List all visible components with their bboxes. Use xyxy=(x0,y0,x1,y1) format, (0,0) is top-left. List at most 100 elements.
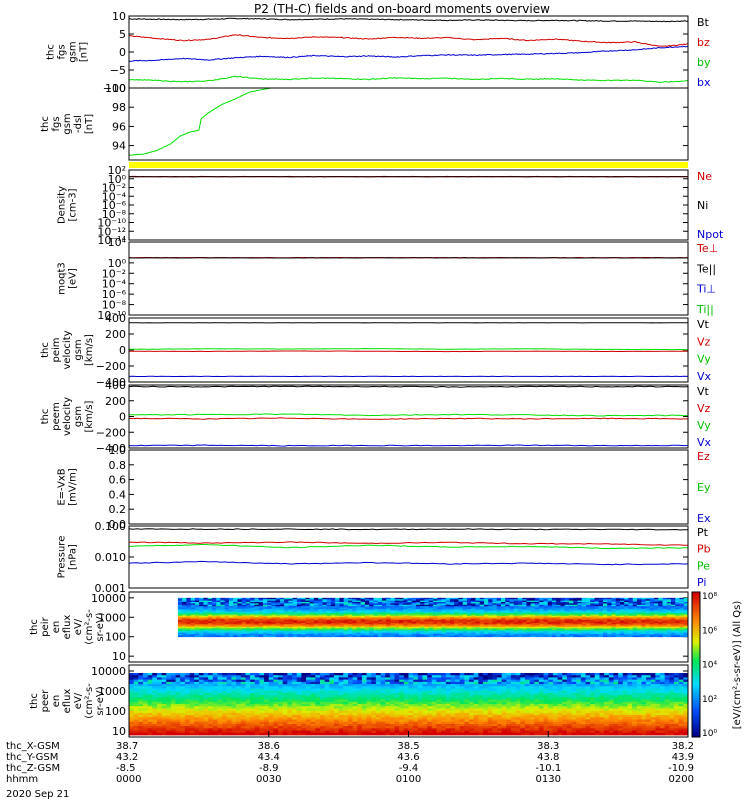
legend-temperature-2: Ti⊥ xyxy=(696,283,716,296)
ytick-label-fgs-1: 5 xyxy=(119,28,126,41)
legend-peim_vel-3: Vx xyxy=(697,370,712,383)
panel-frame-peem_vel xyxy=(128,384,689,449)
ytick-label-fgs_dsl-3: 94 xyxy=(112,140,126,153)
ylabel-density-1: [cm-3] xyxy=(68,188,79,221)
ylabel-peir-2: en xyxy=(51,621,62,634)
ytick-label-efield-1: 0.8 xyxy=(109,459,127,472)
ytick-label-peim_vel-1: 200 xyxy=(105,328,126,341)
xaxis-row-label-1: thc_Y-GSM xyxy=(6,752,58,763)
colorbar-tick-0: 10⁸ xyxy=(702,592,717,602)
xaxis-value-3-0: 0000 xyxy=(116,774,141,785)
ylabel-efield-1: [mV/m] xyxy=(68,468,79,506)
ytick-label-temperature-1: 10⁰ xyxy=(108,257,127,270)
xaxis-value-0-4: 38.2 xyxy=(672,741,694,752)
xaxis-value-2-2: -9.4 xyxy=(399,763,419,774)
ylabel-peer-1: peer xyxy=(40,689,51,713)
ytick-label-pressure-1: 0.010 xyxy=(95,551,127,564)
series-fgs_dsl-0 xyxy=(128,87,272,156)
ytick-label-density-4: 10⁻⁶ xyxy=(102,199,127,212)
legend-fgs-3: bx xyxy=(697,76,711,89)
legend-temperature-1: Te|| xyxy=(696,262,716,275)
panel-peir: 10000 1000 100 10 thc peir en eflux eV/(cm²-s-sr… xyxy=(29,591,689,663)
ylabel-fgs-3: [nT] xyxy=(79,42,90,62)
xaxis-value-0-0: 38.7 xyxy=(116,741,138,752)
legend-peem_vel-2: Vy xyxy=(697,419,711,432)
ylabel-temperature-1: [eV] xyxy=(68,268,79,289)
panel-frame-peim_vel xyxy=(128,317,689,383)
legend-efield-1: Ey xyxy=(697,481,711,494)
ytick-label-peer-3: 10 xyxy=(112,725,126,738)
colorbar: 10⁸ 10⁶ 10⁴ 10² 10⁰ [eV/(cm²-s-sr-eV)] (All Q… xyxy=(691,591,743,739)
series-peem_vel-2 xyxy=(128,417,688,420)
legend-peim_vel-1: Vz xyxy=(697,335,711,348)
xaxis-value-2-0: -8.5 xyxy=(116,763,136,774)
ylabel-density-0: Density xyxy=(57,186,68,224)
xaxis-value-0-2: 38.5 xyxy=(397,741,419,752)
legend-peem_vel-0: Vt xyxy=(697,385,710,398)
heatmap-peer xyxy=(129,673,689,736)
ylabel-peim_vel-4: [km/s] xyxy=(84,334,95,366)
ytick-label-peim_vel-4: −400 xyxy=(96,376,126,389)
ytick-label-peir-2: 100 xyxy=(105,631,126,644)
ytick-label-peer-1: 1000 xyxy=(98,685,126,698)
xaxis-row-label-3: hhmm xyxy=(6,774,38,785)
series-peim_vel-2 xyxy=(129,350,689,353)
colorbar-tick-3: 10² xyxy=(702,695,717,705)
panel-frame-pressure xyxy=(128,525,689,589)
colorbar-tick-1: 10⁶ xyxy=(702,626,717,636)
ytick-label-temperature-0: 10⁴ xyxy=(108,236,127,249)
panel-peem_vel: 400 200 0 −200 −400 thc peem velocity gsm [km/s] V… xyxy=(40,379,712,455)
panel-frame-density xyxy=(128,169,689,241)
ylabel-efield-0: E=-VxB xyxy=(57,468,68,505)
series-pressure-0 xyxy=(128,528,689,531)
ylabel-peim_vel-0: thc xyxy=(40,342,51,358)
xaxis-value-1-0: 43.2 xyxy=(116,752,138,763)
ylabel-peim_vel-1: peim xyxy=(51,337,62,362)
ylabel-peir-1: peir xyxy=(40,616,51,636)
ytick-label-peim_vel-2: 0 xyxy=(119,344,126,357)
panel-frame-peir xyxy=(128,591,689,663)
ytick-label-temperature-2: 10⁻² xyxy=(102,267,126,280)
xaxis-value-3-2: 0100 xyxy=(396,774,421,785)
ytick-label-fgs-3: −5 xyxy=(110,64,126,77)
legend-peim_vel-2: Vy xyxy=(697,353,711,366)
series-peem_vel-1 xyxy=(129,413,689,417)
xaxis-value-2-1: -8.9 xyxy=(259,763,279,774)
colorbar-label: [eV/(cm²-s-sr-eV)] (All Qs) xyxy=(732,601,743,730)
ytick-label-fgs_dsl-0: 100 xyxy=(105,82,126,95)
xaxis-row-label-2: thc_Z-GSM xyxy=(6,763,60,774)
ytick-label-temperature-6: 10⁻¹⁰ xyxy=(97,309,126,322)
ylabel-peem_vel-0: thc xyxy=(40,409,51,425)
ytick-label-efield-4: 0.2 xyxy=(109,503,127,516)
ytick-label-peem_vel-2: 0 xyxy=(119,411,126,424)
ylabel-peer-2: en xyxy=(51,695,62,708)
plot-title: P2 (TH-C) fields and on-board moments ov… xyxy=(254,2,550,16)
xaxis-value-1-3: 43.8 xyxy=(537,752,559,763)
ytick-label-peim_vel-3: −200 xyxy=(96,360,126,373)
status-bar xyxy=(129,162,688,168)
legend-density-1: Ni xyxy=(697,199,708,212)
ylabel-peir-4: eV/ xyxy=(73,618,84,635)
series-pressure-3 xyxy=(128,560,689,566)
panel-peer: 10000 1000 100 10 thc peer en eflux eV/(cm²-s-sr… xyxy=(29,664,689,738)
ylabel-fgs_dsl-3: -dsl xyxy=(73,115,84,133)
xaxis-value-3-3: 0130 xyxy=(536,774,561,785)
series-pressure-2 xyxy=(128,544,688,550)
legend-density-2: Npot xyxy=(697,228,724,241)
ytick-label-temperature-5: 10⁻⁸ xyxy=(102,299,127,312)
legend-peim_vel-0: Vt xyxy=(697,318,710,331)
ylabel-peer-4: eV/ xyxy=(73,692,84,709)
date-label: 2020 Sep 21 xyxy=(6,789,69,800)
series-pressure-1 xyxy=(128,541,688,546)
series-peem_vel-3 xyxy=(128,444,689,447)
legend-pressure-1: Pb xyxy=(697,543,711,556)
ylabel-peem_vel-2: velocity xyxy=(62,397,73,436)
panel-efield: 1.0 0.8 0.60.4 0.2 0.0 E=-VxB [mV/m] Ez Ey Ex xyxy=(57,444,711,531)
panel-fgs: 10 5 0 −5 −10 thc fgs gsm [nT] Bt bz by bx xyxy=(46,10,711,95)
legend-fgs-0: Bt xyxy=(697,16,710,29)
series-fgs-2 xyxy=(129,75,689,83)
legend-efield-2: Ex xyxy=(697,512,711,525)
ytick-label-density-2: 10⁻² xyxy=(102,182,126,195)
